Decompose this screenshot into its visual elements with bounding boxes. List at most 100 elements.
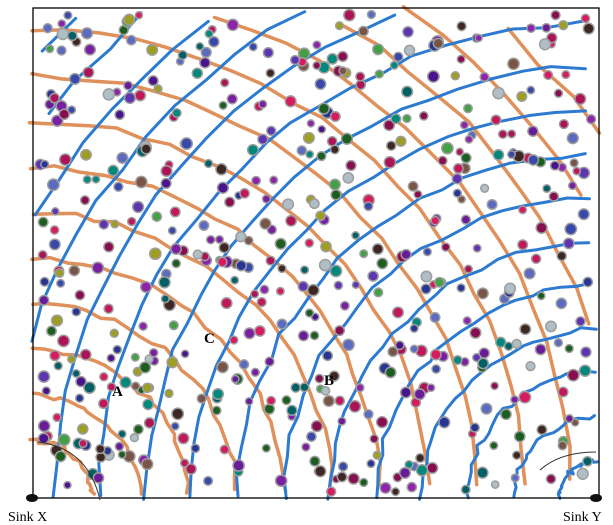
sensor-node (556, 250, 567, 262)
sensor-nodes (34, 8, 597, 497)
sensor-node (220, 78, 230, 88)
sensor-node (469, 326, 482, 339)
sensor-node (530, 253, 542, 265)
sensor-node (259, 217, 272, 230)
sensor-node (406, 481, 418, 493)
sensor-node (363, 201, 374, 212)
sensor-node (580, 346, 592, 358)
sensor-node (345, 159, 357, 172)
sensor-node (404, 460, 414, 470)
sensor-node (99, 372, 109, 382)
sensor-node (216, 360, 229, 374)
sensor-node (261, 443, 271, 453)
sensor-node (262, 46, 274, 59)
orange-contour-line (506, 26, 602, 135)
sensor-node (82, 174, 92, 185)
sensor-node (314, 465, 327, 478)
sensor-node (474, 33, 483, 43)
sensor-node (123, 91, 137, 105)
sensor-node (166, 356, 179, 369)
sensor-node (138, 321, 148, 331)
sensor-node (74, 289, 86, 301)
sensor-node (208, 36, 220, 48)
blue-contour-line (142, 65, 587, 501)
sensor-node (50, 207, 60, 216)
sensor-node (490, 480, 500, 489)
sensor-node (113, 181, 124, 192)
sensor-node (49, 349, 61, 362)
sensor-node (329, 144, 340, 155)
sensor-node (46, 325, 57, 337)
sensor-node (119, 376, 132, 389)
sensor-node (512, 450, 522, 460)
sensor-node (301, 442, 311, 452)
sensor-node (195, 42, 205, 51)
sensor-node (342, 338, 355, 352)
sensor-node (274, 474, 288, 488)
sensor-node (572, 166, 582, 176)
sensor-node (254, 325, 266, 337)
sensor-node (385, 140, 397, 151)
sensor-node (50, 314, 64, 327)
sensor-node (243, 327, 256, 340)
sensor-node (429, 312, 441, 323)
label-point-a: A (112, 384, 123, 400)
sensor-node (286, 404, 298, 417)
sensor-node (285, 214, 298, 227)
sensor-node (106, 382, 117, 392)
sensor-node (336, 471, 348, 483)
sensor-node (312, 40, 322, 50)
sensor-node (265, 255, 276, 266)
sensor-node (144, 354, 154, 364)
sensor-node (489, 440, 499, 451)
sensor-node (98, 398, 109, 410)
sensor-node (379, 481, 392, 494)
blue-contour-line (326, 241, 591, 501)
sensor-node (541, 22, 552, 33)
orange-contour-line (27, 120, 432, 486)
sensor-node (371, 243, 384, 256)
sensor-node (57, 334, 70, 348)
sensor-node (164, 388, 174, 399)
sensor-node (95, 443, 106, 455)
sensor-node (297, 330, 310, 342)
sensor-node (373, 287, 384, 298)
sensor-node (413, 388, 426, 401)
sensor-node (545, 320, 557, 333)
sensor-node (263, 403, 276, 415)
sensor-node (566, 132, 579, 145)
sensor-node (490, 114, 502, 126)
sensor-node (567, 181, 578, 191)
sensor-node (347, 472, 360, 485)
sensor-node (337, 461, 349, 472)
sensor-node (366, 459, 376, 469)
sensor-node (548, 191, 560, 202)
sensor-node (78, 438, 88, 449)
sensor-node (438, 416, 451, 429)
sensor-node (510, 473, 520, 483)
sensor-node (479, 183, 490, 193)
sensor-node (383, 119, 396, 132)
sensor-node (275, 286, 285, 296)
sensor-node (316, 150, 327, 162)
sensor-node (274, 237, 287, 250)
sensor-node (199, 56, 211, 69)
sensor-node (376, 257, 389, 270)
sensor-node (171, 258, 182, 269)
sensor-node (230, 275, 240, 285)
sensor-node (54, 450, 67, 463)
sensor-node (325, 486, 337, 497)
sensor-node (107, 164, 120, 177)
sensor-node (576, 467, 589, 480)
sensor-node (383, 155, 397, 169)
sensor-node (322, 350, 334, 362)
sensor-node (577, 208, 590, 221)
sensor-node (312, 61, 322, 70)
sensor-node (160, 294, 170, 304)
sensor-node (140, 143, 152, 155)
sensor-node (264, 356, 275, 367)
sensor-node (214, 234, 225, 245)
sensor-node (426, 383, 436, 393)
sensor-node (218, 100, 228, 110)
sensor-node (409, 344, 419, 354)
